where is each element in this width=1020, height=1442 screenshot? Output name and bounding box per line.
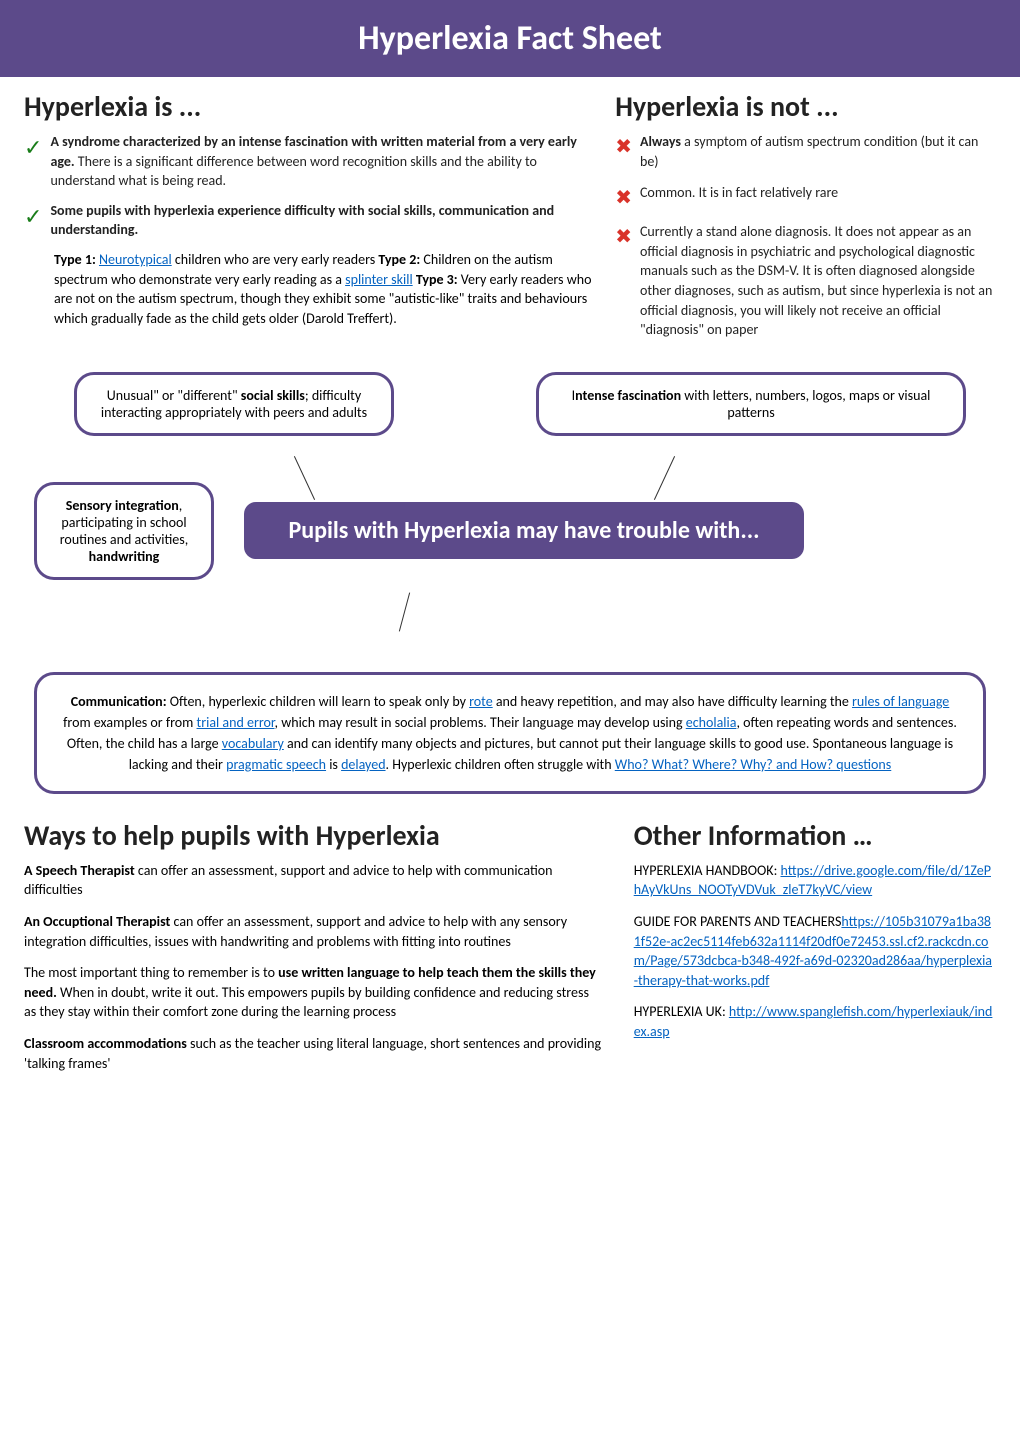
ways-section: Ways to help pupils with Hyperlexia A Sp… [24,818,604,1085]
comm-t2: and heavy repetition, and may also have … [493,693,852,710]
bubble-social-skills: Unusual" or "different" social skills; d… [74,372,394,436]
type2-label: Type 2: [378,251,423,268]
x-item-2: ✖ Common. It is in fact relatively rare [615,183,996,210]
uk-para: HYPERLEXIA UK: http://www.spanglefish.co… [634,1002,996,1041]
comm-t4: , which may result in social problems. T… [275,714,686,731]
is-section: Hyperlexia is ... ✓ A syndrome character… [24,89,595,352]
b3-bold2: handwriting [89,548,160,565]
delayed-link[interactable]: delayed [341,756,385,773]
pragmatic-link[interactable]: pragmatic speech [226,756,326,773]
b3-bold1: Sensory integration [66,497,179,514]
b2-rest: with letters, numbers, logos, maps or vi… [681,387,930,421]
header-banner: Hyperlexia Fact Sheet [0,0,1020,77]
p3-rest: When in doubt, write it out. This empowe… [24,984,589,1021]
questions-link[interactable]: Who? What? Where? Why? and How? question… [615,756,892,773]
splinter-skill-link[interactable]: splinter skill [345,271,413,288]
comm-t8: . Hyperlexic children often struggle wit… [386,756,615,773]
type1-text: children who are very early readers [172,251,379,268]
bubble-sensory: Sensory integration, participating in sc… [34,482,214,580]
check1-rest: There is a significant difference betwee… [50,153,536,190]
rote-link[interactable]: rote [469,693,493,710]
guide-para: GUIDE FOR PARENTS AND TEACHERShttps://10… [634,912,996,990]
check-item-1: ✓ A syndrome characterized by an intense… [24,132,595,191]
trial-link[interactable]: trial and error [197,714,275,731]
isnot-title: Hyperlexia is not ... [615,89,996,124]
b1-pre: Unusual" or "different" [107,387,241,404]
x3-text: Currently a stand alone diagnosis. It do… [640,222,996,340]
x2-text: Common. It is in fact relatively rare [640,183,838,203]
connector-line [654,456,675,500]
x-item-3: ✖ Currently a stand alone diagnosis. It … [615,222,996,340]
check2-bold: Some pupils with hyperlexia experience d… [50,202,554,239]
type3-label: Type 3: [413,271,461,288]
trouble-diagram: Unusual" or "different" social skills; d… [24,372,996,652]
isnot-section: Hyperlexia is not ... ✖ Always a symptom… [615,89,996,352]
content-area: Hyperlexia is ... ✓ A syndrome character… [0,77,1020,1097]
center-banner: Pupils with Hyperlexia may have trouble … [244,502,804,559]
check-text-2: Some pupils with hyperlexia experience d… [50,201,595,240]
ways-p2: An Occuptional Therapist can offer an as… [24,912,604,951]
x-icon: ✖ [615,185,632,210]
comm-t1: Often, hyperlexic children will learn to… [167,693,470,710]
h3-pre: HYPERLEXIA UK: [634,1003,729,1020]
x1-text: Always a symptom of autism spectrum cond… [640,132,996,171]
b2-bold: ntense fascination [575,387,681,404]
other-section: Other Information … HYPERLEXIA HANDBOOK:… [634,818,996,1085]
check-item-2: ✓ Some pupils with hyperlexia experience… [24,201,595,240]
check-text-1: A syndrome characterized by an intense f… [50,132,595,191]
top-row: Hyperlexia is ... ✓ A syndrome character… [24,89,996,352]
echolalia-link[interactable]: echolalia [686,714,737,731]
x-item-1: ✖ Always a symptom of autism spectrum co… [615,132,996,171]
p3-pre: The most important thing to remember is … [24,964,278,981]
comm-t7: is [326,756,341,773]
vocabulary-link[interactable]: vocabulary [222,735,284,752]
types-block: Type 1: Neurotypical children who are ve… [54,250,595,328]
other-title: Other Information … [634,818,996,853]
handbook-para: HYPERLEXIA HANDBOOK: https://drive.googl… [634,861,996,900]
check-icon: ✓ [24,134,42,161]
p2-bold: An Occuptional Therapist [24,913,170,930]
is-title: Hyperlexia is ... [24,89,595,124]
page-title: Hyperlexia Fact Sheet [0,18,1020,59]
x-icon: ✖ [615,134,632,159]
comm-t3: from examples or from [63,714,196,731]
bottom-row: Ways to help pupils with Hyperlexia A Sp… [24,818,996,1085]
comm-bold: Communication: [71,693,167,710]
x1-rest: a symptom of autism spectrum condition (… [640,133,978,170]
neurotypical-link[interactable]: Neurotypical [99,251,172,268]
ways-p1: A Speech Therapist can offer an assessme… [24,861,604,900]
check-icon: ✓ [24,203,42,230]
ways-p4: Classroom accommodations such as the tea… [24,1034,604,1073]
ways-p3: The most important thing to remember is … [24,963,604,1022]
rules-link[interactable]: rules of language [852,693,949,710]
h2-pre: GUIDE FOR PARENTS AND TEACHERS [634,913,842,930]
x-icon: ✖ [615,224,632,249]
b1-bold: social skills [241,387,305,404]
p4-bold: Classroom accommodations [24,1035,187,1052]
communication-box: Communication: Often, hyperlexic childre… [34,672,986,794]
x1-bold: Always [640,133,681,150]
connector-line [294,456,315,500]
h1-pre: HYPERLEXIA HANDBOOK: [634,862,781,879]
type1-label: Type 1: [54,251,99,268]
p1-bold: A Speech Therapist [24,862,135,879]
bubble-fascination: Intense fascination with letters, number… [536,372,966,436]
ways-title: Ways to help pupils with Hyperlexia [24,818,604,853]
connector-line [399,592,410,631]
